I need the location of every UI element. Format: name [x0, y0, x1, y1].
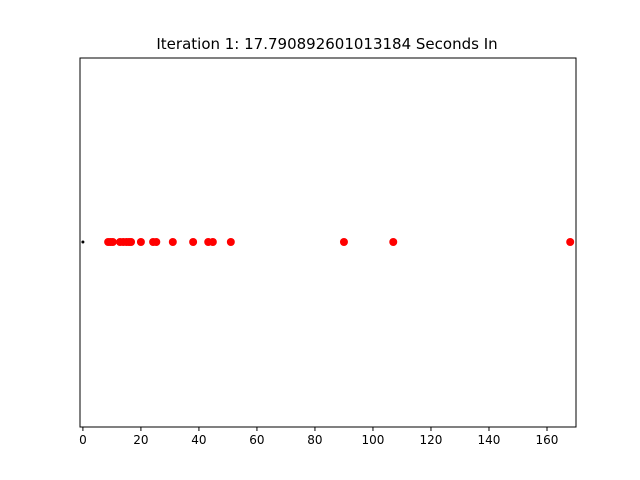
data-points: [81, 238, 575, 246]
chart-title: Iteration 1: 17.790892601013184 Seconds …: [156, 35, 497, 53]
data-point: [152, 238, 161, 246]
data-point: [339, 238, 348, 246]
x-tick-label: 40: [191, 433, 206, 447]
data-point: [226, 238, 235, 246]
data-point: [189, 238, 198, 246]
data-point: [108, 238, 117, 246]
data-point: [136, 238, 145, 246]
data-point: [208, 238, 217, 246]
x-tick-label: 0: [79, 433, 87, 447]
data-point: [389, 238, 398, 246]
x-tick-label: 100: [362, 433, 385, 447]
x-tick-label: 160: [536, 433, 559, 447]
x-tick-label: 140: [478, 433, 501, 447]
data-point: [168, 238, 177, 246]
x-tick-label: 60: [249, 433, 264, 447]
data-point: [566, 238, 575, 246]
x-tick-label: 20: [133, 433, 148, 447]
plot-frame: [79, 57, 577, 428]
x-axis-ticks: 0 20 40 60 80 100 120 140 160: [79, 427, 558, 447]
data-point: [81, 240, 85, 244]
data-point: [127, 238, 136, 246]
x-tick-label: 120: [420, 433, 443, 447]
x-tick-label: 80: [307, 433, 322, 447]
